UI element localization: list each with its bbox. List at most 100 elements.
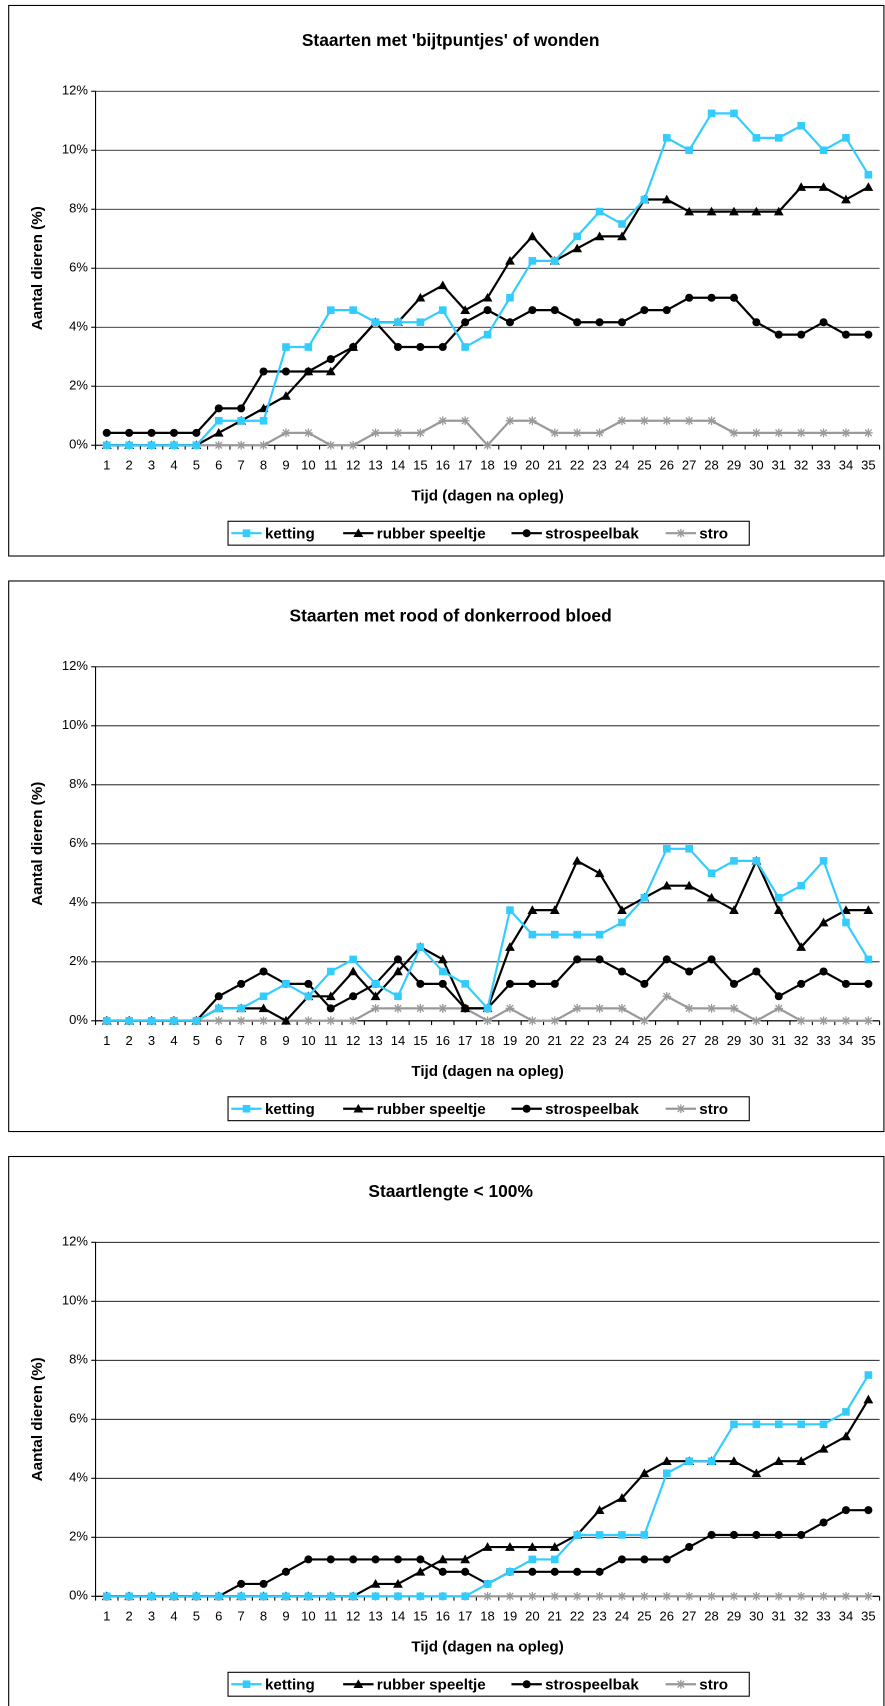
data-point bbox=[864, 1506, 873, 1515]
data-point bbox=[304, 979, 313, 988]
data-point bbox=[774, 1530, 783, 1539]
data-point bbox=[774, 1591, 784, 1601]
data-point bbox=[752, 428, 761, 438]
data-point bbox=[685, 1457, 693, 1465]
data-point bbox=[237, 979, 246, 988]
data-point bbox=[214, 1592, 223, 1601]
data-point bbox=[416, 1004, 425, 1013]
data-point bbox=[550, 1591, 560, 1601]
data-point bbox=[326, 1016, 336, 1026]
data-point bbox=[841, 428, 851, 438]
data-point bbox=[573, 1567, 582, 1576]
data-point bbox=[573, 232, 581, 241]
data-point bbox=[259, 1579, 268, 1588]
data-point bbox=[438, 1567, 447, 1576]
legend-label: stro bbox=[699, 1676, 728, 1693]
data-point bbox=[125, 428, 134, 437]
data-point bbox=[640, 1591, 649, 1601]
data-point bbox=[550, 1016, 560, 1026]
data-point bbox=[662, 134, 671, 142]
data-point bbox=[774, 893, 783, 902]
data-point bbox=[282, 1592, 290, 1601]
data-point bbox=[796, 1456, 807, 1465]
legend-label: stro bbox=[699, 1101, 728, 1118]
x-tick-label: 22 bbox=[570, 1033, 584, 1048]
data-point bbox=[774, 428, 784, 438]
legend-marker bbox=[242, 1104, 251, 1113]
y-axis-label: Aantal dieren (%) bbox=[29, 206, 46, 330]
data-point bbox=[640, 1531, 649, 1539]
data-point bbox=[550, 1567, 559, 1576]
data-point bbox=[528, 1016, 537, 1026]
data-point bbox=[752, 318, 761, 327]
x-tick-label: 20 bbox=[525, 457, 539, 472]
data-point bbox=[774, 1420, 783, 1429]
data-point bbox=[774, 992, 783, 1001]
legend-marker bbox=[242, 529, 251, 538]
data-point bbox=[303, 366, 314, 376]
data-point bbox=[437, 280, 448, 290]
data-point bbox=[661, 194, 672, 204]
x-tick-label: 12 bbox=[346, 1033, 360, 1048]
data-point bbox=[617, 416, 627, 426]
x-tick-label: 16 bbox=[436, 1033, 450, 1048]
data-point bbox=[170, 1592, 178, 1601]
x-tick-label: 28 bbox=[704, 1608, 718, 1623]
x-tick-label: 33 bbox=[816, 457, 830, 472]
data-point bbox=[730, 109, 738, 118]
data-point bbox=[415, 292, 426, 302]
data-point bbox=[438, 967, 447, 976]
x-tick-label: 27 bbox=[682, 1033, 696, 1048]
data-point bbox=[192, 441, 201, 450]
legend-marker bbox=[353, 528, 364, 538]
data-point bbox=[595, 1004, 604, 1013]
x-tick-label: 13 bbox=[368, 457, 382, 472]
data-point bbox=[684, 416, 694, 426]
data-point bbox=[729, 1530, 738, 1539]
data-point bbox=[325, 991, 336, 1001]
data-point bbox=[393, 966, 403, 976]
data-point bbox=[259, 440, 268, 450]
data-point bbox=[594, 1505, 605, 1514]
x-tick-label: 32 bbox=[794, 457, 808, 472]
data-point bbox=[550, 306, 559, 315]
x-axis-label: Tijd (dagen na opleg) bbox=[411, 487, 563, 504]
data-point bbox=[483, 306, 492, 315]
y-tick-label: 4% bbox=[69, 894, 88, 909]
data-point bbox=[282, 980, 290, 988]
y-tick-label: 4% bbox=[69, 1470, 88, 1485]
data-point bbox=[707, 293, 716, 302]
data-point bbox=[729, 1591, 739, 1601]
legend-marker bbox=[353, 1103, 364, 1113]
data-point bbox=[214, 1004, 223, 1013]
data-point bbox=[662, 991, 672, 1001]
data-point bbox=[394, 1592, 402, 1601]
data-point bbox=[282, 343, 290, 351]
data-point bbox=[662, 1591, 672, 1601]
data-point bbox=[640, 893, 649, 902]
x-tick-label: 11 bbox=[324, 457, 338, 472]
data-point bbox=[505, 1591, 515, 1601]
data-point bbox=[505, 255, 515, 265]
data-point bbox=[393, 955, 402, 964]
legend-marker bbox=[676, 1679, 686, 1689]
data-point bbox=[371, 980, 380, 988]
data-point bbox=[125, 1016, 133, 1025]
x-tick-label: 32 bbox=[794, 1608, 808, 1623]
data-point bbox=[259, 992, 268, 1001]
x-tick-label: 26 bbox=[660, 1033, 674, 1048]
y-tick-label: 8% bbox=[69, 776, 88, 791]
data-point bbox=[349, 1555, 358, 1564]
data-point bbox=[528, 979, 537, 988]
data-point bbox=[102, 441, 111, 450]
data-point bbox=[707, 1591, 716, 1601]
data-point bbox=[819, 1518, 828, 1527]
x-tick-label: 2 bbox=[126, 457, 133, 472]
data-point bbox=[661, 1456, 672, 1465]
data-point bbox=[528, 416, 537, 426]
data-point bbox=[438, 416, 448, 426]
data-point bbox=[774, 134, 783, 142]
x-axis-label: Tijd (dagen na opleg) bbox=[411, 1638, 563, 1655]
y-tick-label: 4% bbox=[69, 319, 88, 334]
